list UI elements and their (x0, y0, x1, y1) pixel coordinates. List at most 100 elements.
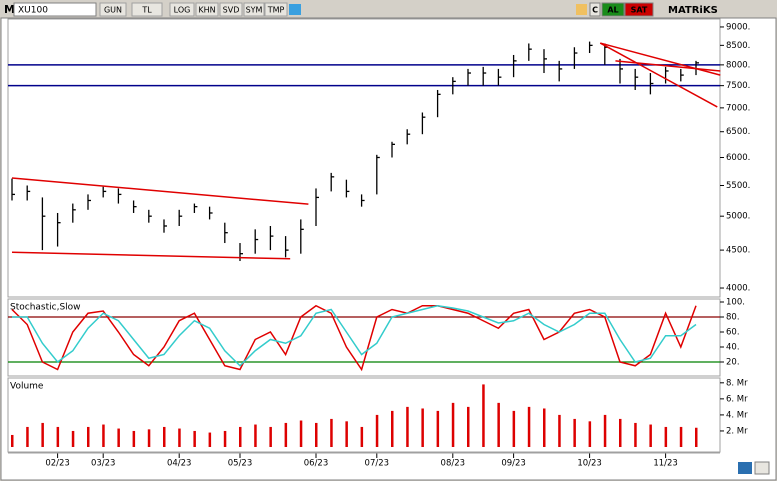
trend-line (11, 251, 291, 260)
volume-bar (375, 414, 379, 447)
y-tick-label: 7500. (726, 81, 750, 91)
x-tick-label: 06/23 (304, 459, 329, 469)
volume-bar (315, 422, 318, 447)
volume-bar (573, 418, 576, 447)
y-tick-label: 20. (726, 358, 740, 368)
volume-bar (193, 430, 196, 447)
x-tick-label: 08/23 (441, 459, 466, 469)
volume-bar (558, 414, 561, 447)
y-tick-label: 4500. (726, 246, 750, 256)
toolbar-button[interactable] (131, 2, 163, 17)
toolbar-action[interactable] (601, 2, 625, 17)
twitter-icon[interactable] (289, 4, 301, 15)
toolbar-button[interactable] (243, 2, 265, 17)
volume-bar (512, 410, 516, 447)
y-tick-label: 6500. (726, 127, 750, 137)
y-tick-label: 6. Mr (726, 394, 748, 404)
panel (7, 18, 721, 298)
volume-bar (664, 426, 668, 447)
y-tick-label: 5500. (726, 181, 750, 191)
volume-bar (588, 421, 592, 447)
chart-frame (0, 17, 777, 481)
toolbar-button[interactable] (264, 2, 288, 17)
volume-bar (527, 406, 531, 447)
symbol: XU100 (18, 6, 48, 16)
volume-bar (223, 430, 227, 447)
volume-bar (11, 434, 14, 447)
volume-bar (634, 422, 637, 447)
y-tick-label: 5000. (726, 212, 750, 222)
symbol-box[interactable] (13, 2, 97, 17)
volume-bar (284, 422, 288, 447)
volume-bar (482, 384, 485, 447)
volume-bar (603, 414, 607, 447)
volume-bar (254, 424, 257, 447)
volume-bar (132, 430, 136, 447)
volume-bar (41, 422, 44, 447)
y-tick-label: 8000. (726, 60, 750, 70)
x-tick-label: 03/23 (91, 459, 116, 469)
toolbar-button[interactable] (99, 2, 127, 17)
x-tick-label: 11/23 (653, 459, 678, 469)
volume-bar (87, 426, 90, 447)
y-tick-label: 7000. (726, 103, 750, 113)
toolbar-action-label: AL (607, 6, 618, 15)
volume-bar (421, 408, 424, 447)
brand: MATRiKS (668, 5, 718, 16)
x-tick-label: 07/23 (365, 459, 390, 469)
volume-bar (71, 430, 75, 447)
volume-bar (406, 406, 409, 447)
volume-bar (649, 424, 652, 447)
y-tick-label: 2. Mr (726, 426, 748, 436)
y-tick-label: 4. Mr (726, 410, 748, 420)
volume-bar (679, 426, 683, 447)
y-tick-label: 100. (726, 298, 745, 308)
volume-bar (619, 418, 622, 447)
y-tick-label: 4000. (726, 284, 750, 294)
x-tick-label: 04/23 (167, 459, 192, 469)
scroll-button[interactable] (738, 462, 752, 474)
volume-bar (56, 426, 60, 447)
volume-bar (102, 424, 105, 447)
y-tick-label: 80. (726, 313, 740, 323)
volume-bar (178, 428, 181, 447)
toolbar-button[interactable] (169, 2, 195, 17)
y-tick-label: 8. Mr (726, 378, 748, 388)
volume-bar (695, 427, 698, 447)
volume-bar (467, 406, 470, 447)
y-tick-label: 8500. (726, 41, 750, 51)
volume-bar (345, 421, 348, 447)
panel-title: Volume (10, 382, 44, 392)
toolbar-button-label: LOG (174, 6, 191, 15)
volume-bar (239, 426, 242, 447)
y-tick-label: 6000. (726, 153, 750, 163)
logo: M (4, 3, 15, 16)
volume-bar (360, 426, 364, 447)
toolbar-button[interactable] (195, 2, 219, 17)
panel-title: Stochastic,Slow (10, 303, 81, 313)
volume-bar (26, 426, 29, 447)
volume-bar (117, 428, 120, 447)
indicator-line (12, 304, 697, 367)
x-tick-label: 02/23 (45, 459, 70, 469)
toolbar-action[interactable] (589, 2, 601, 17)
toolbar-button-label: SVD (223, 6, 240, 15)
zoom-button[interactable] (754, 461, 770, 475)
toolbar-action-label: SAT (631, 6, 648, 15)
volume-bar (269, 426, 272, 447)
volume-bar (208, 432, 212, 447)
toolbar-button-label: GUN (104, 6, 122, 15)
toolbar-button-label: TMP (267, 6, 285, 15)
pencil-icon[interactable] (576, 4, 587, 15)
volume-bar (451, 402, 455, 447)
toolbar-action-label: C (592, 6, 598, 15)
x-tick-label: 09/23 (501, 459, 526, 469)
y-tick-label: 60. (726, 328, 740, 338)
volume-bar (436, 410, 440, 447)
volume-bar (330, 418, 333, 447)
toolbar-action[interactable] (624, 2, 654, 17)
toolbar-button[interactable] (219, 2, 243, 17)
volume-bar (391, 410, 394, 447)
